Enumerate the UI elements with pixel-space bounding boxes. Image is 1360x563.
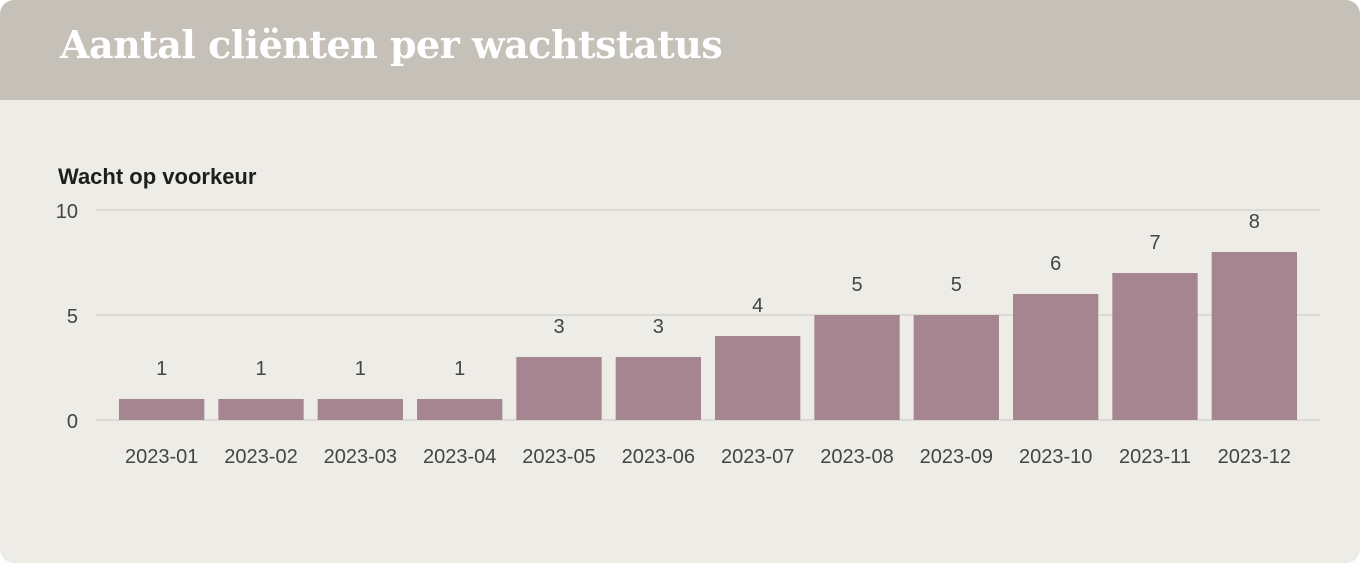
data-label: 7: [1149, 232, 1160, 254]
data-label: 1: [454, 358, 465, 380]
data-label: 5: [951, 274, 962, 296]
x-tick-label: 2023-10: [1019, 446, 1092, 468]
y-tick-label: 0: [67, 411, 78, 433]
bar: [615, 357, 701, 420]
bar: [218, 399, 304, 420]
x-tick-label: 2023-04: [423, 446, 496, 468]
bar: [1112, 273, 1198, 420]
x-tick-label: 2023-06: [622, 446, 695, 468]
bar: [913, 315, 999, 420]
x-tick-label: 2023-09: [920, 446, 993, 468]
data-label: 1: [255, 358, 266, 380]
bar: [1211, 252, 1297, 420]
y-tick-label: 10: [56, 201, 78, 223]
bar: [417, 399, 503, 420]
bar: [516, 357, 602, 420]
x-tick-label: 2023-01: [125, 446, 198, 468]
x-tick-label: 2023-12: [1218, 446, 1291, 468]
page-title: Aantal cliënten per wachtstatus: [60, 22, 723, 67]
y-tick-label: 5: [67, 306, 78, 328]
x-tick-label: 2023-05: [522, 446, 595, 468]
data-label: 8: [1249, 211, 1260, 233]
bar: [814, 315, 900, 420]
bar: [715, 336, 801, 420]
data-label: 3: [653, 316, 664, 338]
chart-title: Wacht op voorkeur: [58, 164, 257, 189]
data-label: 1: [156, 358, 167, 380]
x-tick-label: 2023-11: [1119, 446, 1191, 468]
bar: [317, 399, 403, 420]
data-label: 6: [1050, 253, 1061, 275]
x-tick-label: 2023-07: [721, 446, 794, 468]
data-label: 4: [752, 295, 763, 317]
x-tick-label: 2023-08: [820, 446, 893, 468]
header-bar: Aantal cliënten per wachtstatus: [0, 0, 1360, 100]
data-label: 1: [355, 358, 366, 380]
bar: [119, 399, 205, 420]
data-label: 5: [851, 274, 862, 296]
data-label: 3: [553, 316, 564, 338]
bar: [1013, 294, 1099, 420]
x-tick-label: 2023-02: [224, 446, 297, 468]
x-tick-label: 2023-03: [324, 446, 397, 468]
